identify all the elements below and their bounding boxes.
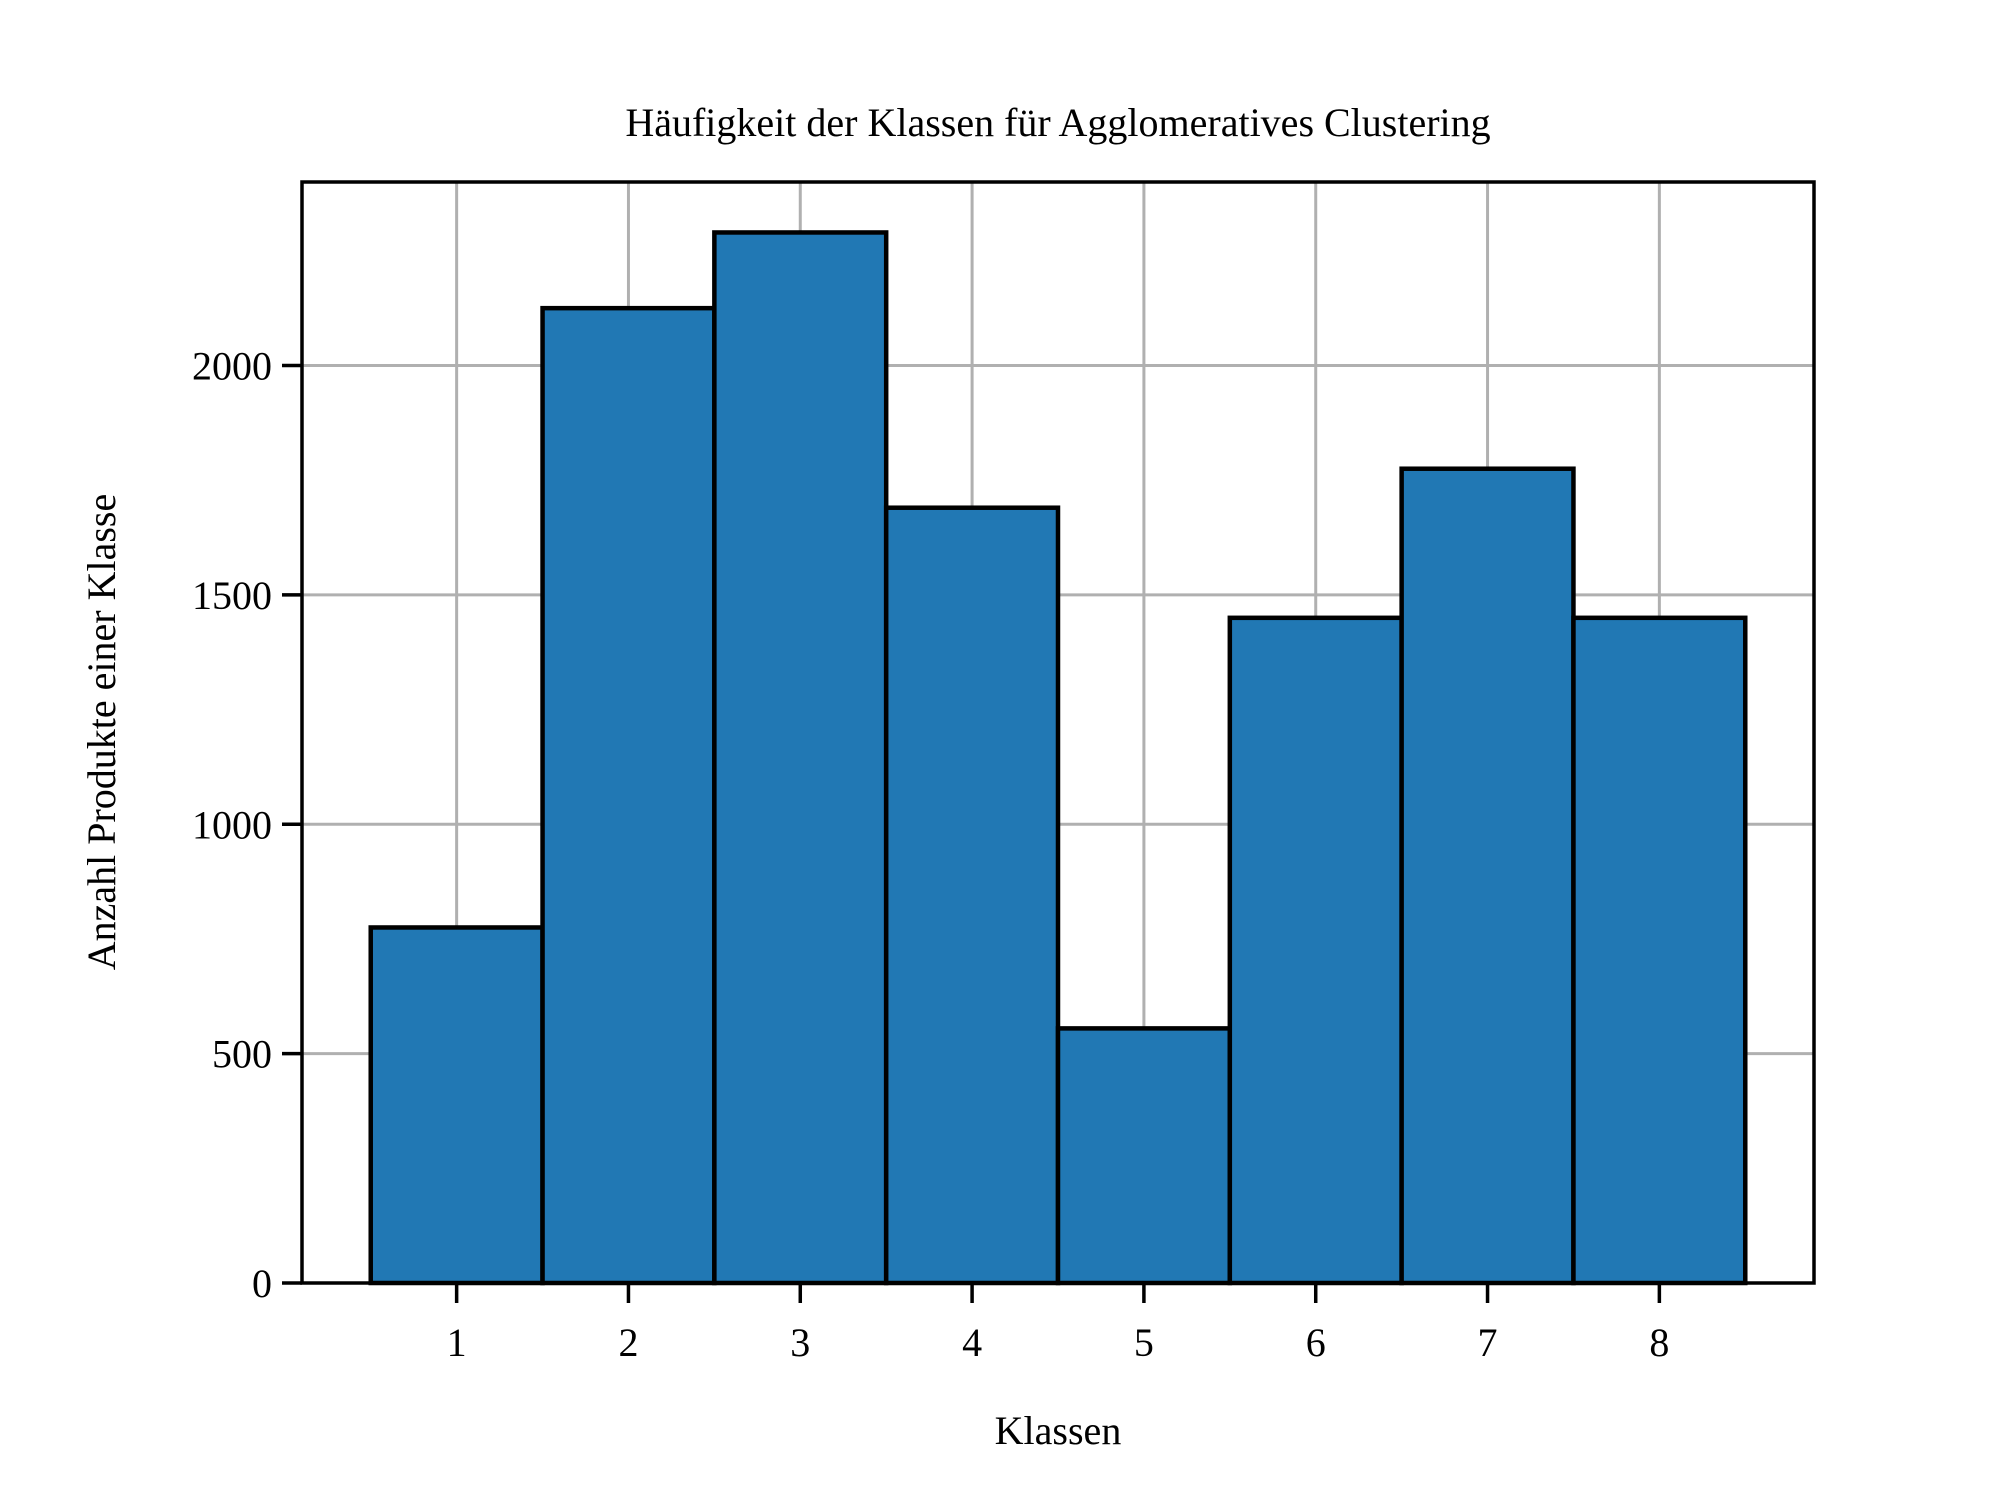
bar-class-5 <box>1055 1026 1233 1286</box>
x-axis-label: Klassen <box>995 1408 1122 1453</box>
x-tick-label: 2 <box>618 1320 638 1365</box>
bar-class-1 <box>368 925 545 1286</box>
bar-class-6 <box>1227 615 1404 1286</box>
bar-class-3 <box>712 230 889 1286</box>
bar-class-8 <box>1571 615 1748 1286</box>
x-tick-label: 8 <box>1649 1320 1669 1365</box>
y-axis-label: Anzahl Produkte einer Klasse <box>79 494 124 971</box>
x-tick-label: 4 <box>962 1320 982 1365</box>
x-tick-label: 6 <box>1306 1320 1326 1365</box>
y-tick-label: 1000 <box>192 802 272 847</box>
bars <box>368 230 1748 1286</box>
x-tick-label: 7 <box>1478 1320 1498 1365</box>
x-tick-label: 1 <box>447 1320 467 1365</box>
bar-class-7 <box>1399 466 1576 1286</box>
x-tick-label: 5 <box>1134 1320 1154 1365</box>
y-tick-label: 2000 <box>192 344 272 389</box>
x-tick-label: 3 <box>790 1320 810 1365</box>
axis-ticks: 1 2 3 4 5 6 7 8 0 500 1000 1500 2000 <box>192 344 1669 1366</box>
bar-class-2 <box>540 305 717 1286</box>
plot-frame <box>300 180 1816 1285</box>
bar-class-4 <box>883 505 1061 1286</box>
chart-title: Häufigkeit der Klassen für Agglomerative… <box>625 100 1490 145</box>
y-tick-label: 0 <box>252 1261 272 1306</box>
y-tick-label: 500 <box>212 1032 272 1077</box>
y-tick-label: 1500 <box>192 573 272 618</box>
